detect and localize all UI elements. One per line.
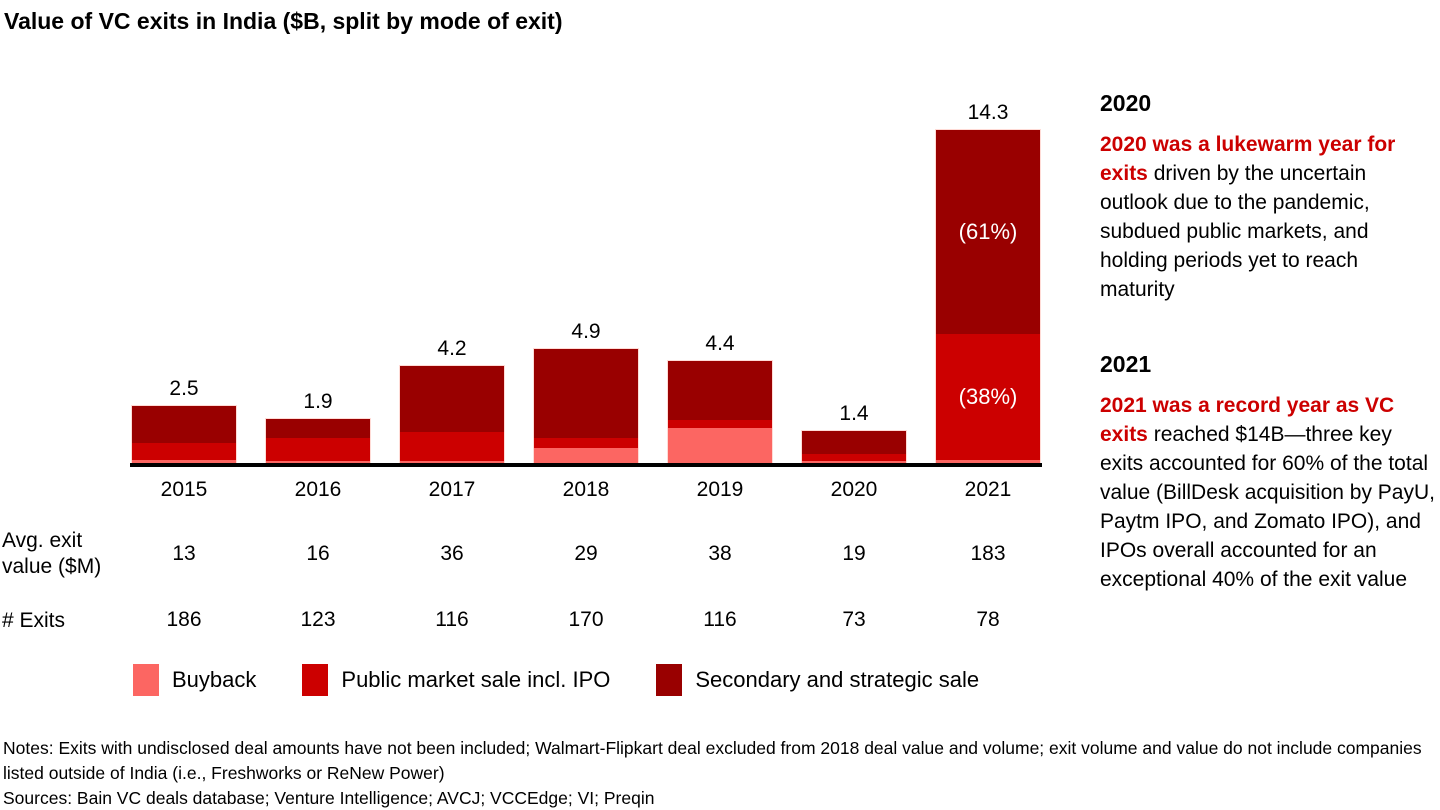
num-exits-2018: 170 [568, 608, 604, 631]
bar-total-label-2015: 2.5 [169, 377, 199, 400]
year-label-2017: 2017 [428, 478, 476, 501]
year-label-2018: 2018 [562, 478, 610, 501]
legend-item-buyback: Buyback [133, 664, 256, 696]
bar-segment-2018-secondary-and-strategic-sale [534, 349, 638, 438]
bar-segment-2019-public-market-sale-incl-ipo [668, 420, 772, 428]
legend-swatch [133, 664, 159, 696]
bar-segment-2020-secondary-and-strategic-sale [802, 431, 906, 454]
segment-percent-label: (38%) [958, 384, 1018, 409]
bars-row: 2.5 1.9 4.2 4.9 4.4 1.4 14.3 (61%) (38%) [117, 88, 1055, 464]
commentary-2020-body: driven by the uncertain outlook due to t… [1100, 162, 1370, 301]
bar-total-label-2019: 4.4 [705, 332, 735, 355]
chart-legend: Buyback Public market sale incl. IPO Secon… [133, 664, 979, 696]
num-exits-2020: 73 [842, 608, 866, 631]
year-label-2019: 2019 [696, 478, 744, 501]
stacked-bar-2017 [399, 365, 505, 464]
bar-column-2017: 4.2 [385, 88, 519, 464]
num-exits-2019: 116 [703, 608, 737, 631]
x-axis-line [130, 463, 1042, 467]
avg-exit-value-2015: 13 [172, 542, 196, 565]
bar-segment-2016-buyback [266, 461, 370, 463]
bar-segment-2021-buyback [936, 460, 1040, 463]
commentary-2020: 2020 2020 was a lukewarm year for exits … [1100, 90, 1438, 304]
avg-exit-value-2018: 29 [574, 542, 598, 565]
bar-segment-2018-buyback [534, 448, 638, 463]
stacked-bar-2021: (61%) (38%) [935, 129, 1041, 464]
bar-segment-2018-public-market-sale-incl-ipo [534, 438, 638, 448]
bar-segment-2021-secondary-and-strategic-sale: (61%) [936, 130, 1040, 334]
commentary-2021-body: reached $14B—three key exits accounted f… [1100, 423, 1435, 591]
table-row-num-exits: 186 123 116 170 116 73 78 [117, 608, 1055, 632]
bar-column-2016: 1.9 [251, 88, 385, 464]
commentary-2021-text: 2021 was a record year as VC exits reach… [1100, 391, 1438, 594]
legend-item-secondary-and-strategic-sale: Secondary and strategic sale [656, 664, 979, 696]
bar-segment-2021-public-market-sale-incl-ipo: (38%) [936, 334, 1040, 460]
legend-item-public-market-sale-incl-ipo: Public market sale incl. IPO [302, 664, 610, 696]
commentary-2020-text: 2020 was a lukewarm year for exits drive… [1100, 130, 1438, 304]
commentary-2020-heading: 2020 [1100, 90, 1152, 116]
num-exits-2021: 78 [976, 608, 1000, 631]
stacked-bar-2019 [667, 360, 773, 464]
legend-label: Buyback [172, 667, 257, 692]
avg-exit-value-2017: 36 [440, 542, 464, 565]
bar-segment-2017-public-market-sale-incl-ipo [400, 432, 504, 461]
legend-swatch [302, 664, 329, 696]
bar-column-2018: 4.9 [519, 88, 653, 464]
bar-segment-2019-buyback [668, 428, 772, 463]
bar-segment-2017-buyback [400, 461, 504, 463]
bar-segment-2016-secondary-and-strategic-sale [266, 419, 370, 438]
year-labels-row: 2015 2016 2017 2018 2019 2020 2021 [117, 478, 1055, 502]
bar-total-label-2016: 1.9 [303, 390, 333, 413]
bar-column-2021: 14.3 (61%) (38%) [921, 88, 1055, 464]
year-label-2015: 2015 [160, 478, 208, 501]
commentary-panel: 2020 2020 was a lukewarm year for exits … [1100, 90, 1438, 594]
bar-segment-2015-secondary-and-strategic-sale [132, 406, 236, 443]
bar-total-label-2021: 14.3 [967, 101, 1009, 124]
commentary-2021-heading: 2021 [1100, 351, 1152, 377]
table-row-avg-exit-values: 13 16 36 29 38 19 183 [117, 542, 1055, 566]
bar-segment-2019-secondary-and-strategic-sale [668, 361, 772, 420]
stacked-bar-2020 [801, 430, 907, 464]
avg-exit-value-2016: 16 [306, 542, 330, 565]
stacked-bar-2016 [265, 418, 371, 464]
commentary-2021: 2021 2021 was a record year as VC exits … [1100, 351, 1438, 594]
commentary-2021-highlight: 2021 was a record year as VC exits [1100, 394, 1395, 446]
table-row-label-avg-exit-value: Avg. exit value ($M) [2, 529, 102, 578]
bar-chart: 2.5 1.9 4.2 4.9 4.4 1.4 14.3 (61%) (38%) [117, 88, 1055, 467]
bar-segment-2015-public-market-sale-incl-ipo [132, 443, 236, 460]
num-exits-2017: 116 [435, 608, 469, 631]
bar-segment-2017-secondary-and-strategic-sale [400, 366, 504, 432]
stacked-bar-2018 [533, 348, 639, 464]
bar-total-label-2020: 1.4 [839, 402, 869, 425]
chart-title: Value of VC exits in India ($B, split by… [4, 8, 563, 34]
bar-segment-2016-public-market-sale-incl-ipo [266, 438, 370, 461]
bar-segment-2020-public-market-sale-incl-ipo [802, 454, 906, 461]
num-exits-2015: 186 [166, 608, 202, 631]
bar-column-2020: 1.4 [787, 88, 921, 464]
bar-segment-2015-buyback [132, 460, 236, 463]
num-exits-2016: 123 [300, 608, 336, 631]
avg-exit-value-2021: 183 [970, 542, 1006, 565]
legend-label: Public market sale incl. IPO [341, 667, 611, 692]
bar-total-label-2017: 4.2 [437, 337, 467, 360]
sources-text: Sources: Bain VC deals database; Venture… [3, 788, 655, 808]
bar-segment-2020-buyback [802, 461, 906, 463]
year-label-2021: 2021 [964, 478, 1012, 501]
segment-percent-label: (61%) [958, 219, 1018, 244]
avg-exit-value-2020: 19 [842, 542, 866, 565]
year-label-2020: 2020 [830, 478, 878, 501]
commentary-2020-highlight: 2020 was a lukewarm year for exits [1100, 133, 1396, 185]
legend-swatch [656, 664, 683, 696]
footnotes: Notes: Exits with undisclosed deal amoun… [3, 736, 1437, 810]
bar-total-label-2018: 4.9 [571, 320, 601, 343]
table-row-label-num-exits: # Exits [2, 609, 66, 632]
legend-label: Secondary and strategic sale [695, 667, 980, 692]
avg-exit-value-2019: 38 [708, 542, 732, 565]
stacked-bar-2015 [131, 405, 237, 464]
year-label-2016: 2016 [294, 478, 342, 501]
bar-column-2015: 2.5 [117, 88, 251, 464]
bar-column-2019: 4.4 [653, 88, 787, 464]
notes-text: Notes: Exits with undisclosed deal amoun… [3, 738, 1422, 783]
